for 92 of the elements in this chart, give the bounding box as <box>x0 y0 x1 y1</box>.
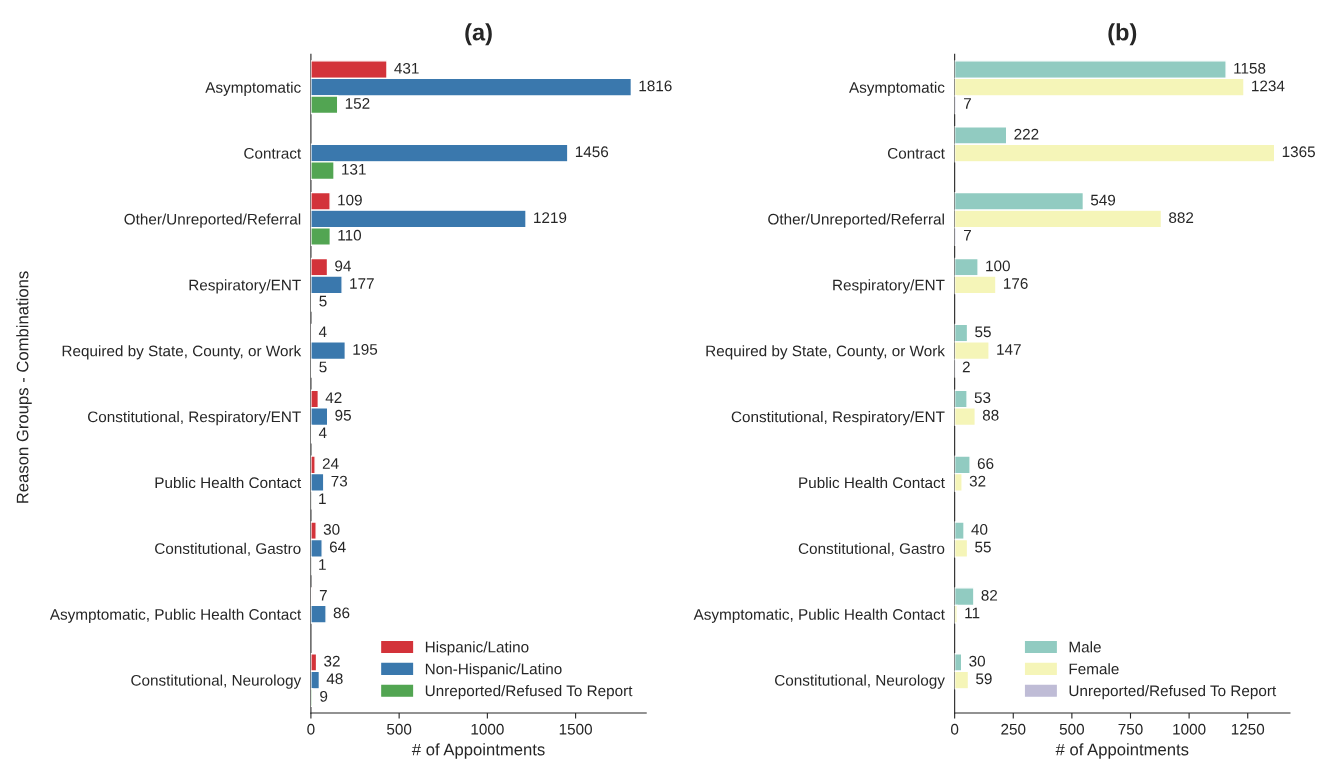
data-label: 5 <box>319 361 327 373</box>
data-label: 1219 <box>534 212 567 224</box>
x-tick-label: 500 <box>387 723 412 735</box>
y-tick-label: Contract <box>244 147 302 159</box>
data-label: 100 <box>986 260 1010 272</box>
legend-label: Unreported/Refused To Report <box>425 685 633 700</box>
data-label: 147 <box>997 344 1021 355</box>
data-label: 110 <box>338 229 362 241</box>
y-tick-label: Asymptomatic <box>849 81 945 96</box>
data-label: 109 <box>338 194 362 206</box>
y-tick-label: Contract <box>887 147 945 159</box>
legend-label: Female <box>1069 663 1119 675</box>
data-label: 4 <box>318 326 327 338</box>
data-label: 59 <box>976 673 992 685</box>
data-label: 95 <box>335 409 351 421</box>
data-label: 30 <box>969 655 986 667</box>
x-tick-label: 0 <box>307 723 315 735</box>
x-tick-label: 750 <box>1118 723 1143 735</box>
y-tick-label: Asymptomatic <box>205 81 301 96</box>
data-label: 42 <box>325 392 342 403</box>
x-tick-label: 1500 <box>559 723 592 735</box>
data-label: 549 <box>1090 194 1116 206</box>
data-label: 152 <box>345 98 370 109</box>
data-label: 1 <box>319 493 326 504</box>
data-label: 2 <box>962 361 970 373</box>
y-tick-label: Constitutional, Respiratory/ENT <box>88 411 301 426</box>
data-label: 94 <box>335 260 351 272</box>
data-label: 40 <box>971 524 988 535</box>
x-tick-label: 1000 <box>1173 723 1206 735</box>
data-label: 4 <box>318 427 327 439</box>
data-label: 7 <box>964 98 971 109</box>
data-label: 131 <box>342 163 366 175</box>
y-tick-label: Respiratory/ENT <box>833 279 945 294</box>
data-label: 55 <box>975 541 991 553</box>
y-tick-label: Other/Unreported/Referral <box>768 213 944 228</box>
legend-label: Unreported/Refused To Report <box>1069 685 1277 700</box>
data-label: 86 <box>333 607 350 619</box>
y-tick-label: Constitutional, Gastro <box>155 542 301 556</box>
y-tick-label: Constitutional, Neurology <box>131 674 302 689</box>
x-tick-label: 1250 <box>1231 723 1265 735</box>
data-label: 1234 <box>1252 80 1285 92</box>
chart-title: (b) <box>1108 23 1137 46</box>
data-label: 195 <box>353 343 378 355</box>
x-tick-label: 500 <box>1059 723 1085 735</box>
data-label: 1816 <box>639 80 672 92</box>
data-label: 7 <box>964 229 971 241</box>
data-label: 9 <box>320 690 328 702</box>
x-tick-label: 0 <box>950 723 959 735</box>
x-axis-title: # of Appointments <box>1055 743 1189 759</box>
y-tick-label: Respiratory/ENT <box>189 279 301 294</box>
data-label: 1456 <box>575 146 609 158</box>
data-label: 7 <box>319 590 327 601</box>
data-label: 24 <box>322 458 339 469</box>
data-label: 32 <box>324 655 340 667</box>
data-label: 30 <box>323 524 340 535</box>
y-tick-label: Public Health Contact <box>155 476 302 489</box>
y-axis-title: Reason Groups - Combinations <box>16 271 32 503</box>
y-tick-label: Public Health Contact <box>799 476 945 489</box>
data-label: 64 <box>329 541 346 553</box>
y-tick-label: Required by State, County, or Work <box>706 345 945 360</box>
data-label: 1365 <box>1282 146 1315 158</box>
x-tick-label: 250 <box>1001 723 1026 735</box>
y-tick-label: Asymptomatic, Public Health Contact <box>49 608 302 623</box>
y-tick-label: Constitutional, Gastro <box>798 542 945 556</box>
data-label: 177 <box>350 278 374 289</box>
x-tick-label: 1000 <box>471 723 504 735</box>
data-label: 73 <box>331 475 348 487</box>
y-tick-label: Asymptomatic, Public Health Contact <box>693 608 945 623</box>
data-label: 32 <box>969 475 986 487</box>
legend-label: Hispanic/Latino <box>425 641 529 656</box>
legend-label: Non-Hispanic/Latino <box>425 663 562 678</box>
data-label: 1 <box>319 559 326 570</box>
data-label: 66 <box>977 458 994 469</box>
data-label: 55 <box>975 326 991 338</box>
data-label: 82 <box>981 589 998 601</box>
y-tick-label: Constitutional, Respiratory/ENT <box>731 411 945 426</box>
data-label: 176 <box>1004 278 1028 289</box>
data-label: 882 <box>1169 212 1194 224</box>
data-label: 48 <box>326 673 343 685</box>
chart-title: (a) <box>465 23 492 46</box>
y-tick-label: Required by State, County, or Work <box>62 345 302 360</box>
data-label: 11 <box>965 607 980 619</box>
data-label: 5 <box>319 295 327 307</box>
data-label: 222 <box>1014 128 1039 140</box>
legend-label: Male <box>1069 641 1101 653</box>
data-label: 1158 <box>1234 62 1266 74</box>
y-tick-label: Constitutional, Neurology <box>775 674 945 689</box>
data-label: 53 <box>974 392 991 404</box>
y-tick-label: Other/Unreported/Referral <box>124 213 301 228</box>
data-label: 431 <box>394 62 419 74</box>
x-axis-title: # of Appointments <box>411 743 545 759</box>
data-label: 88 <box>982 409 999 421</box>
